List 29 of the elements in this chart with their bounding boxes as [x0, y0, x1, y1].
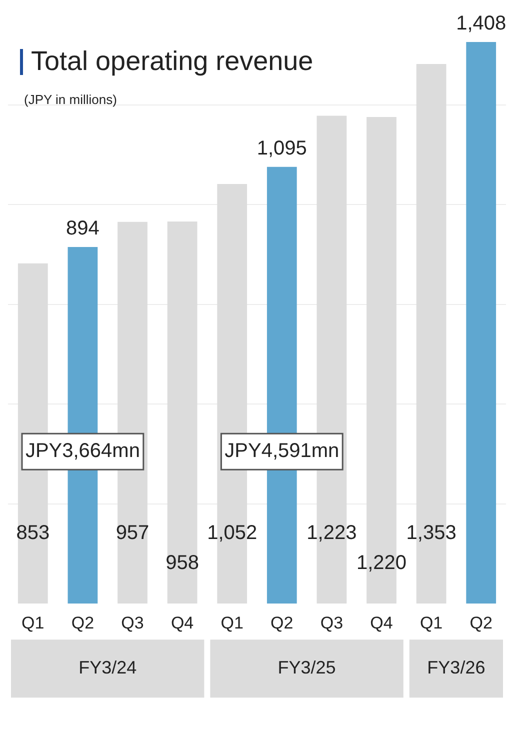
x-tick-label: Q4 [370, 613, 393, 632]
data-label: 853 [16, 522, 50, 544]
data-label: 1,223 [306, 522, 357, 544]
x-tick-label: Q4 [170, 613, 194, 632]
text: FY3/26 [427, 658, 486, 678]
x-tick-label: Q1 [220, 613, 244, 632]
data-label: 1,095 [256, 137, 307, 160]
x-tick-label: Q1 [420, 613, 443, 632]
annotation: JPY3,664mn [25, 440, 140, 462]
bar [167, 221, 198, 604]
data-label: 1,353 [406, 522, 456, 544]
data-label: 958 [166, 552, 199, 574]
x-tick-label: Q3 [121, 613, 144, 632]
x-tick-label: Q1 [22, 613, 44, 632]
data-label: 957 [116, 522, 150, 544]
x-tick-label: Q2 [270, 613, 294, 632]
text: FY3/24 [78, 658, 137, 678]
x-tick-label: Q2 [71, 613, 94, 632]
chart-title: Total operating revenue [31, 46, 314, 77]
text: (JPY in millions) [24, 92, 117, 107]
text: FY3/25 [278, 658, 336, 678]
annotation: JPY4,591mn [224, 440, 340, 462]
x-tick-label: Q3 [320, 613, 344, 632]
data-label: 1,408 [456, 12, 506, 35]
data-label: 1,220 [356, 552, 407, 574]
data-label: 894 [66, 218, 100, 240]
data-label: 1,052 [207, 522, 258, 544]
bar [466, 42, 496, 604]
x-tick-label: Q2 [470, 613, 492, 632]
